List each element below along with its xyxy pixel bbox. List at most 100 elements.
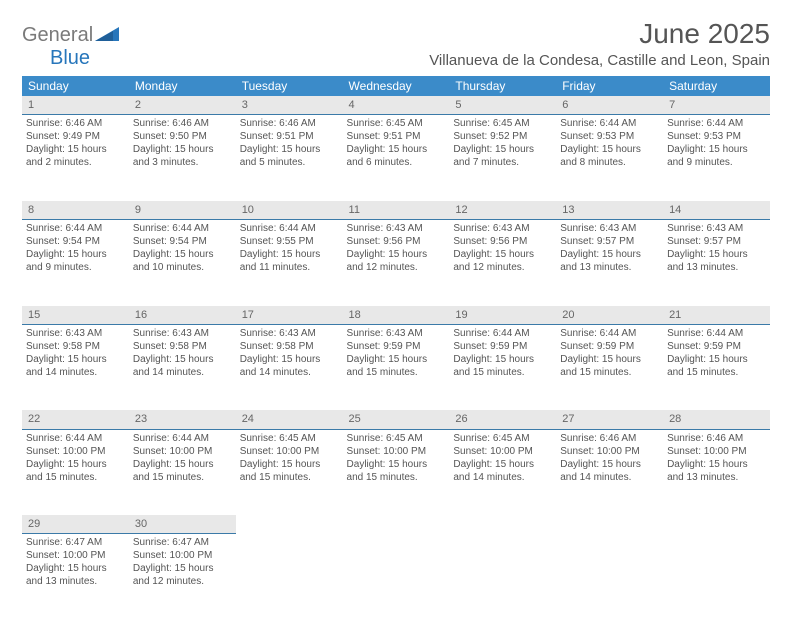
day-sunrise: Sunrise: 6:44 AM (133, 222, 232, 235)
day-sunset: Sunset: 9:50 PM (133, 130, 232, 143)
day-cell (236, 534, 343, 620)
day-day1: Daylight: 15 hours (133, 458, 232, 471)
day-sunrise: Sunrise: 6:46 AM (26, 117, 125, 130)
day-sunrise: Sunrise: 6:44 AM (133, 432, 232, 445)
day-cell: Sunrise: 6:46 AMSunset: 9:51 PMDaylight:… (236, 115, 343, 201)
day-day1: Daylight: 15 hours (347, 143, 446, 156)
day-day2: and 15 minutes. (240, 471, 339, 484)
day-sunset: Sunset: 9:51 PM (347, 130, 446, 143)
day-cell: Sunrise: 6:45 AMSunset: 10:00 PMDaylight… (449, 429, 556, 515)
day-day2: and 15 minutes. (26, 471, 125, 484)
day-number-cell: 14 (663, 201, 770, 220)
day-day2: and 10 minutes. (133, 261, 232, 274)
day-number-cell: 29 (22, 515, 129, 534)
day-number-cell: 25 (343, 410, 450, 429)
day-day2: and 5 minutes. (240, 156, 339, 169)
day-sunrise: Sunrise: 6:46 AM (667, 432, 766, 445)
day-cell: Sunrise: 6:44 AMSunset: 9:54 PMDaylight:… (22, 220, 129, 306)
title-block: June 2025 Villanueva de la Condesa, Cast… (429, 18, 770, 69)
day-sunrise: Sunrise: 6:46 AM (240, 117, 339, 130)
day-cell: Sunrise: 6:46 AMSunset: 9:50 PMDaylight:… (129, 115, 236, 201)
day-day1: Daylight: 15 hours (26, 143, 125, 156)
day-sunrise: Sunrise: 6:47 AM (133, 536, 232, 549)
day-cell: Sunrise: 6:44 AMSunset: 9:53 PMDaylight:… (556, 115, 663, 201)
day-day2: and 9 minutes. (26, 261, 125, 274)
day-sunrise: Sunrise: 6:44 AM (26, 432, 125, 445)
day-sunrise: Sunrise: 6:46 AM (560, 432, 659, 445)
day-day1: Daylight: 15 hours (453, 143, 552, 156)
day-sunset: Sunset: 9:59 PM (453, 340, 552, 353)
day-number-cell: 11 (343, 201, 450, 220)
day-sunrise: Sunrise: 6:44 AM (560, 327, 659, 340)
day-sunset: Sunset: 9:54 PM (133, 235, 232, 248)
day-sunset: Sunset: 9:52 PM (453, 130, 552, 143)
day-sunset: Sunset: 9:58 PM (133, 340, 232, 353)
day-sunrise: Sunrise: 6:44 AM (453, 327, 552, 340)
day-number-cell: 3 (236, 96, 343, 115)
day-sunset: Sunset: 10:00 PM (26, 549, 125, 562)
day-number-cell: 24 (236, 410, 343, 429)
day-cell: Sunrise: 6:45 AMSunset: 10:00 PMDaylight… (236, 429, 343, 515)
day-cell: Sunrise: 6:44 AMSunset: 9:59 PMDaylight:… (556, 324, 663, 410)
day-number-cell (236, 515, 343, 534)
day-day2: and 15 minutes. (560, 366, 659, 379)
calendar-table: Sunday Monday Tuesday Wednesday Thursday… (22, 76, 770, 620)
day-sunrise: Sunrise: 6:47 AM (26, 536, 125, 549)
day-sunset: Sunset: 9:59 PM (560, 340, 659, 353)
weekday-header-row: Sunday Monday Tuesday Wednesday Thursday… (22, 76, 770, 96)
day-sunrise: Sunrise: 6:44 AM (240, 222, 339, 235)
day-number-cell: 8 (22, 201, 129, 220)
day-sunrise: Sunrise: 6:43 AM (560, 222, 659, 235)
day-cell (343, 534, 450, 620)
day-number-cell: 4 (343, 96, 450, 115)
day-cell: Sunrise: 6:44 AMSunset: 9:55 PMDaylight:… (236, 220, 343, 306)
weekday-header: Monday (129, 76, 236, 96)
day-number-cell: 28 (663, 410, 770, 429)
day-sunrise: Sunrise: 6:43 AM (133, 327, 232, 340)
day-cell: Sunrise: 6:46 AMSunset: 10:00 PMDaylight… (556, 429, 663, 515)
day-number-cell: 17 (236, 306, 343, 325)
day-sunrise: Sunrise: 6:43 AM (347, 222, 446, 235)
day-day1: Daylight: 15 hours (347, 248, 446, 261)
day-sunset: Sunset: 9:58 PM (240, 340, 339, 353)
day-content-row: Sunrise: 6:46 AMSunset: 9:49 PMDaylight:… (22, 115, 770, 201)
day-number-cell: 10 (236, 201, 343, 220)
day-sunset: Sunset: 9:55 PM (240, 235, 339, 248)
day-sunset: Sunset: 9:56 PM (453, 235, 552, 248)
day-number-cell (556, 515, 663, 534)
day-day1: Daylight: 15 hours (667, 353, 766, 366)
day-sunset: Sunset: 10:00 PM (560, 445, 659, 458)
day-sunrise: Sunrise: 6:43 AM (453, 222, 552, 235)
day-day1: Daylight: 15 hours (667, 248, 766, 261)
day-sunrise: Sunrise: 6:44 AM (560, 117, 659, 130)
weekday-header: Thursday (449, 76, 556, 96)
day-number-cell: 22 (22, 410, 129, 429)
day-sunrise: Sunrise: 6:45 AM (240, 432, 339, 445)
day-sunset: Sunset: 10:00 PM (453, 445, 552, 458)
day-day2: and 15 minutes. (347, 471, 446, 484)
day-day1: Daylight: 15 hours (240, 353, 339, 366)
day-sunset: Sunset: 9:53 PM (667, 130, 766, 143)
day-sunset: Sunset: 9:56 PM (347, 235, 446, 248)
day-day1: Daylight: 15 hours (26, 458, 125, 471)
day-number-row: 2930 (22, 515, 770, 534)
day-cell: Sunrise: 6:43 AMSunset: 9:58 PMDaylight:… (129, 324, 236, 410)
day-sunset: Sunset: 9:59 PM (667, 340, 766, 353)
day-day1: Daylight: 15 hours (560, 458, 659, 471)
day-sunrise: Sunrise: 6:45 AM (347, 117, 446, 130)
day-day1: Daylight: 15 hours (26, 353, 125, 366)
day-sunset: Sunset: 9:49 PM (26, 130, 125, 143)
day-sunset: Sunset: 10:00 PM (667, 445, 766, 458)
day-content-row: Sunrise: 6:44 AMSunset: 10:00 PMDaylight… (22, 429, 770, 515)
day-number-cell: 2 (129, 96, 236, 115)
day-sunrise: Sunrise: 6:45 AM (347, 432, 446, 445)
day-day1: Daylight: 15 hours (240, 143, 339, 156)
day-content-row: Sunrise: 6:47 AMSunset: 10:00 PMDaylight… (22, 534, 770, 620)
day-day2: and 12 minutes. (453, 261, 552, 274)
weekday-header: Friday (556, 76, 663, 96)
weekday-header: Tuesday (236, 76, 343, 96)
day-number-cell: 5 (449, 96, 556, 115)
day-sunset: Sunset: 9:58 PM (26, 340, 125, 353)
day-sunset: Sunset: 9:51 PM (240, 130, 339, 143)
day-day2: and 14 minutes. (26, 366, 125, 379)
